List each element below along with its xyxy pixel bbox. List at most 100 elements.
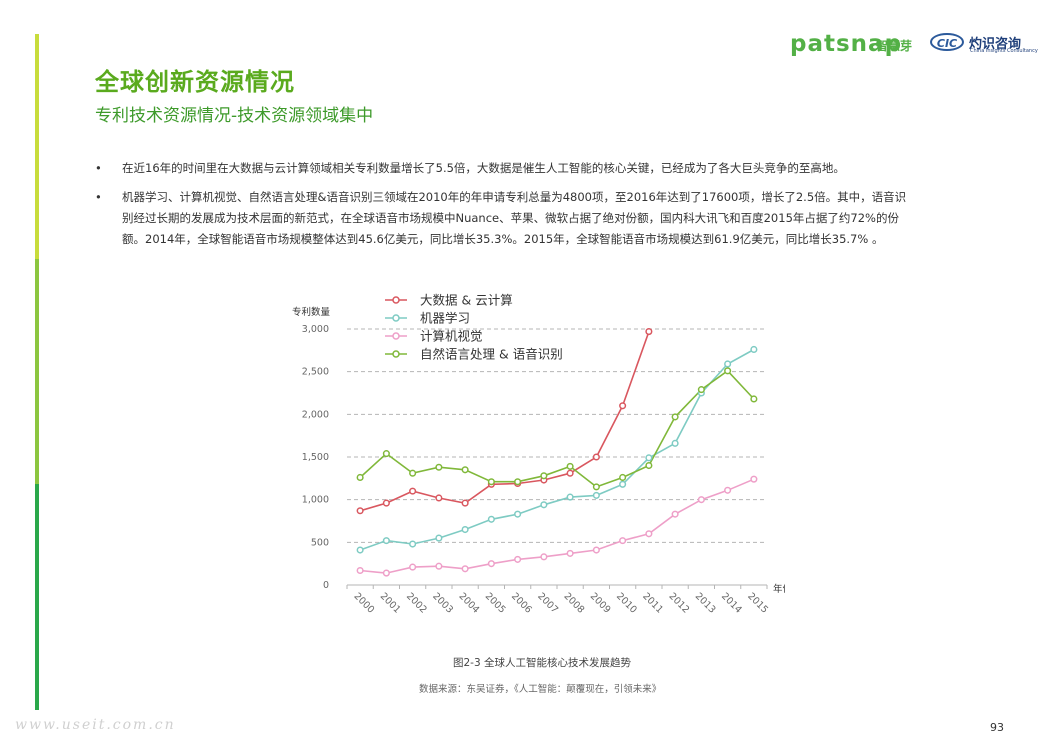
side-accent-segment-top: [35, 34, 39, 259]
x-tick-label: 2000: [351, 591, 376, 616]
bullet-item: • 机器学习、计算机视觉、自然语言处理&语音识别三领域在2010年的年申请专利总…: [95, 187, 915, 250]
x-tick-label: 2008: [561, 591, 586, 616]
series-line: [359, 331, 650, 512]
data-point: [356, 473, 364, 482]
data-point: [409, 540, 417, 548]
bullet-list: • 在近16年的时间里在大数据与云计算领域相关专利数量增长了5.5倍，大数据是催…: [95, 158, 915, 258]
x-tick-label: 2007: [535, 591, 560, 616]
x-tick-label: 2004: [456, 591, 481, 616]
data-point: [697, 496, 705, 504]
data-point: [435, 562, 443, 570]
data-point: [356, 507, 364, 515]
x-tick-label: 2003: [430, 591, 455, 616]
cic-logo: CIC: [930, 33, 964, 51]
data-point: [619, 537, 627, 545]
data-point: [619, 480, 627, 488]
legend-marker: [392, 296, 400, 304]
data-point: [724, 360, 732, 368]
data-point: [435, 463, 443, 471]
data-point: [382, 569, 390, 577]
x-tick-label: 2005: [483, 591, 508, 616]
data-point: [461, 525, 469, 534]
legend-label: 计算机视觉: [420, 329, 483, 344]
page-number: 93: [990, 721, 1004, 734]
bullet-marker: •: [95, 161, 102, 175]
legend-marker: [392, 350, 400, 358]
data-point: [750, 475, 758, 483]
legend-marker: [392, 332, 400, 340]
data-point: [461, 499, 469, 507]
data-point: [435, 494, 443, 502]
data-point: [356, 566, 364, 575]
legend-label: 自然语言处理 & 语音识别: [420, 347, 563, 362]
series-line: [359, 369, 755, 488]
data-point: [645, 530, 653, 538]
side-accent-segment-bottom: [35, 484, 39, 710]
legend-label: 机器学习: [420, 311, 470, 326]
x-tick-label: 2002: [404, 591, 429, 616]
bullet-text: 在近16年的时间里在大数据与云计算领域相关专利数量增长了5.5倍，大数据是催生人…: [122, 161, 845, 175]
data-point: [540, 472, 548, 480]
data-source: 数据来源：东吴证券，《人工智能：颠覆现在，引领未来》: [419, 684, 662, 695]
y-tick-label: 1,500: [302, 452, 329, 463]
data-point: [671, 413, 679, 421]
bullet-marker: •: [95, 190, 102, 204]
bullet-item: • 在近16年的时间里在大数据与云计算领域相关专利数量增长了5.5倍，大数据是催…: [95, 158, 915, 179]
data-point: [461, 565, 469, 573]
data-point: [566, 469, 574, 477]
data-point: [724, 486, 732, 494]
figure-caption: 图2-3 全球人工智能核心技术发展趋势: [453, 657, 631, 669]
x-tick-label: 2001: [378, 591, 403, 616]
side-accent-segment-middle: [35, 259, 39, 484]
data-point: [566, 493, 574, 501]
bullet-text: 机器学习、计算机视觉、自然语言处理&语音识别三领域在2010年的年申请专利总量为…: [122, 190, 907, 246]
data-point: [697, 386, 705, 394]
x-tick-label: 2009: [588, 591, 613, 616]
data-point: [514, 555, 522, 563]
y-tick-label: 0: [323, 580, 329, 591]
data-point: [409, 487, 417, 495]
data-point: [619, 402, 627, 410]
data-point: [645, 454, 653, 462]
data-point: [592, 546, 600, 554]
data-point: [540, 501, 548, 509]
y-tick-label: 3,000: [302, 324, 329, 335]
legend-marker: [392, 314, 400, 322]
data-point: [671, 439, 679, 447]
data-point: [514, 478, 522, 486]
page-subtitle: 专利技术资源情况-技术资源领域集中: [95, 106, 374, 126]
data-point: [645, 328, 653, 336]
legend-label: 大数据 & 云计算: [420, 293, 513, 308]
data-point: [382, 450, 390, 458]
data-point: [566, 549, 574, 557]
x-tick-label: 2012: [666, 591, 691, 616]
data-point: [487, 515, 495, 523]
y-tick-label: 1,000: [302, 495, 329, 506]
page-title: 全球创新资源情况: [95, 68, 295, 96]
data-point: [592, 491, 600, 499]
data-point: [487, 478, 495, 486]
x-tick-label: 2010: [614, 591, 639, 616]
data-point: [382, 499, 390, 507]
series-line: [359, 348, 755, 551]
x-tick-label: 2006: [509, 591, 534, 616]
x-tick-label: 2015: [745, 591, 770, 616]
data-point: [592, 483, 600, 491]
side-accent-bar: [35, 34, 39, 710]
data-point: [409, 469, 417, 477]
data-point: [409, 563, 417, 571]
watermark: www.useit.com.cn: [15, 717, 176, 733]
data-point: [487, 560, 495, 568]
cic-logo-en: China Insights Consultancy: [970, 48, 1038, 54]
data-point: [356, 546, 364, 554]
data-point: [750, 395, 758, 403]
y-tick-label: 500: [311, 537, 329, 548]
series-line: [360, 478, 755, 574]
data-point: [382, 537, 390, 545]
data-point: [435, 534, 443, 542]
data-point: [461, 466, 469, 474]
x-tick-label: 2013: [693, 591, 718, 616]
data-point: [724, 367, 732, 375]
patsnap-logo: patsnap: [790, 31, 903, 57]
